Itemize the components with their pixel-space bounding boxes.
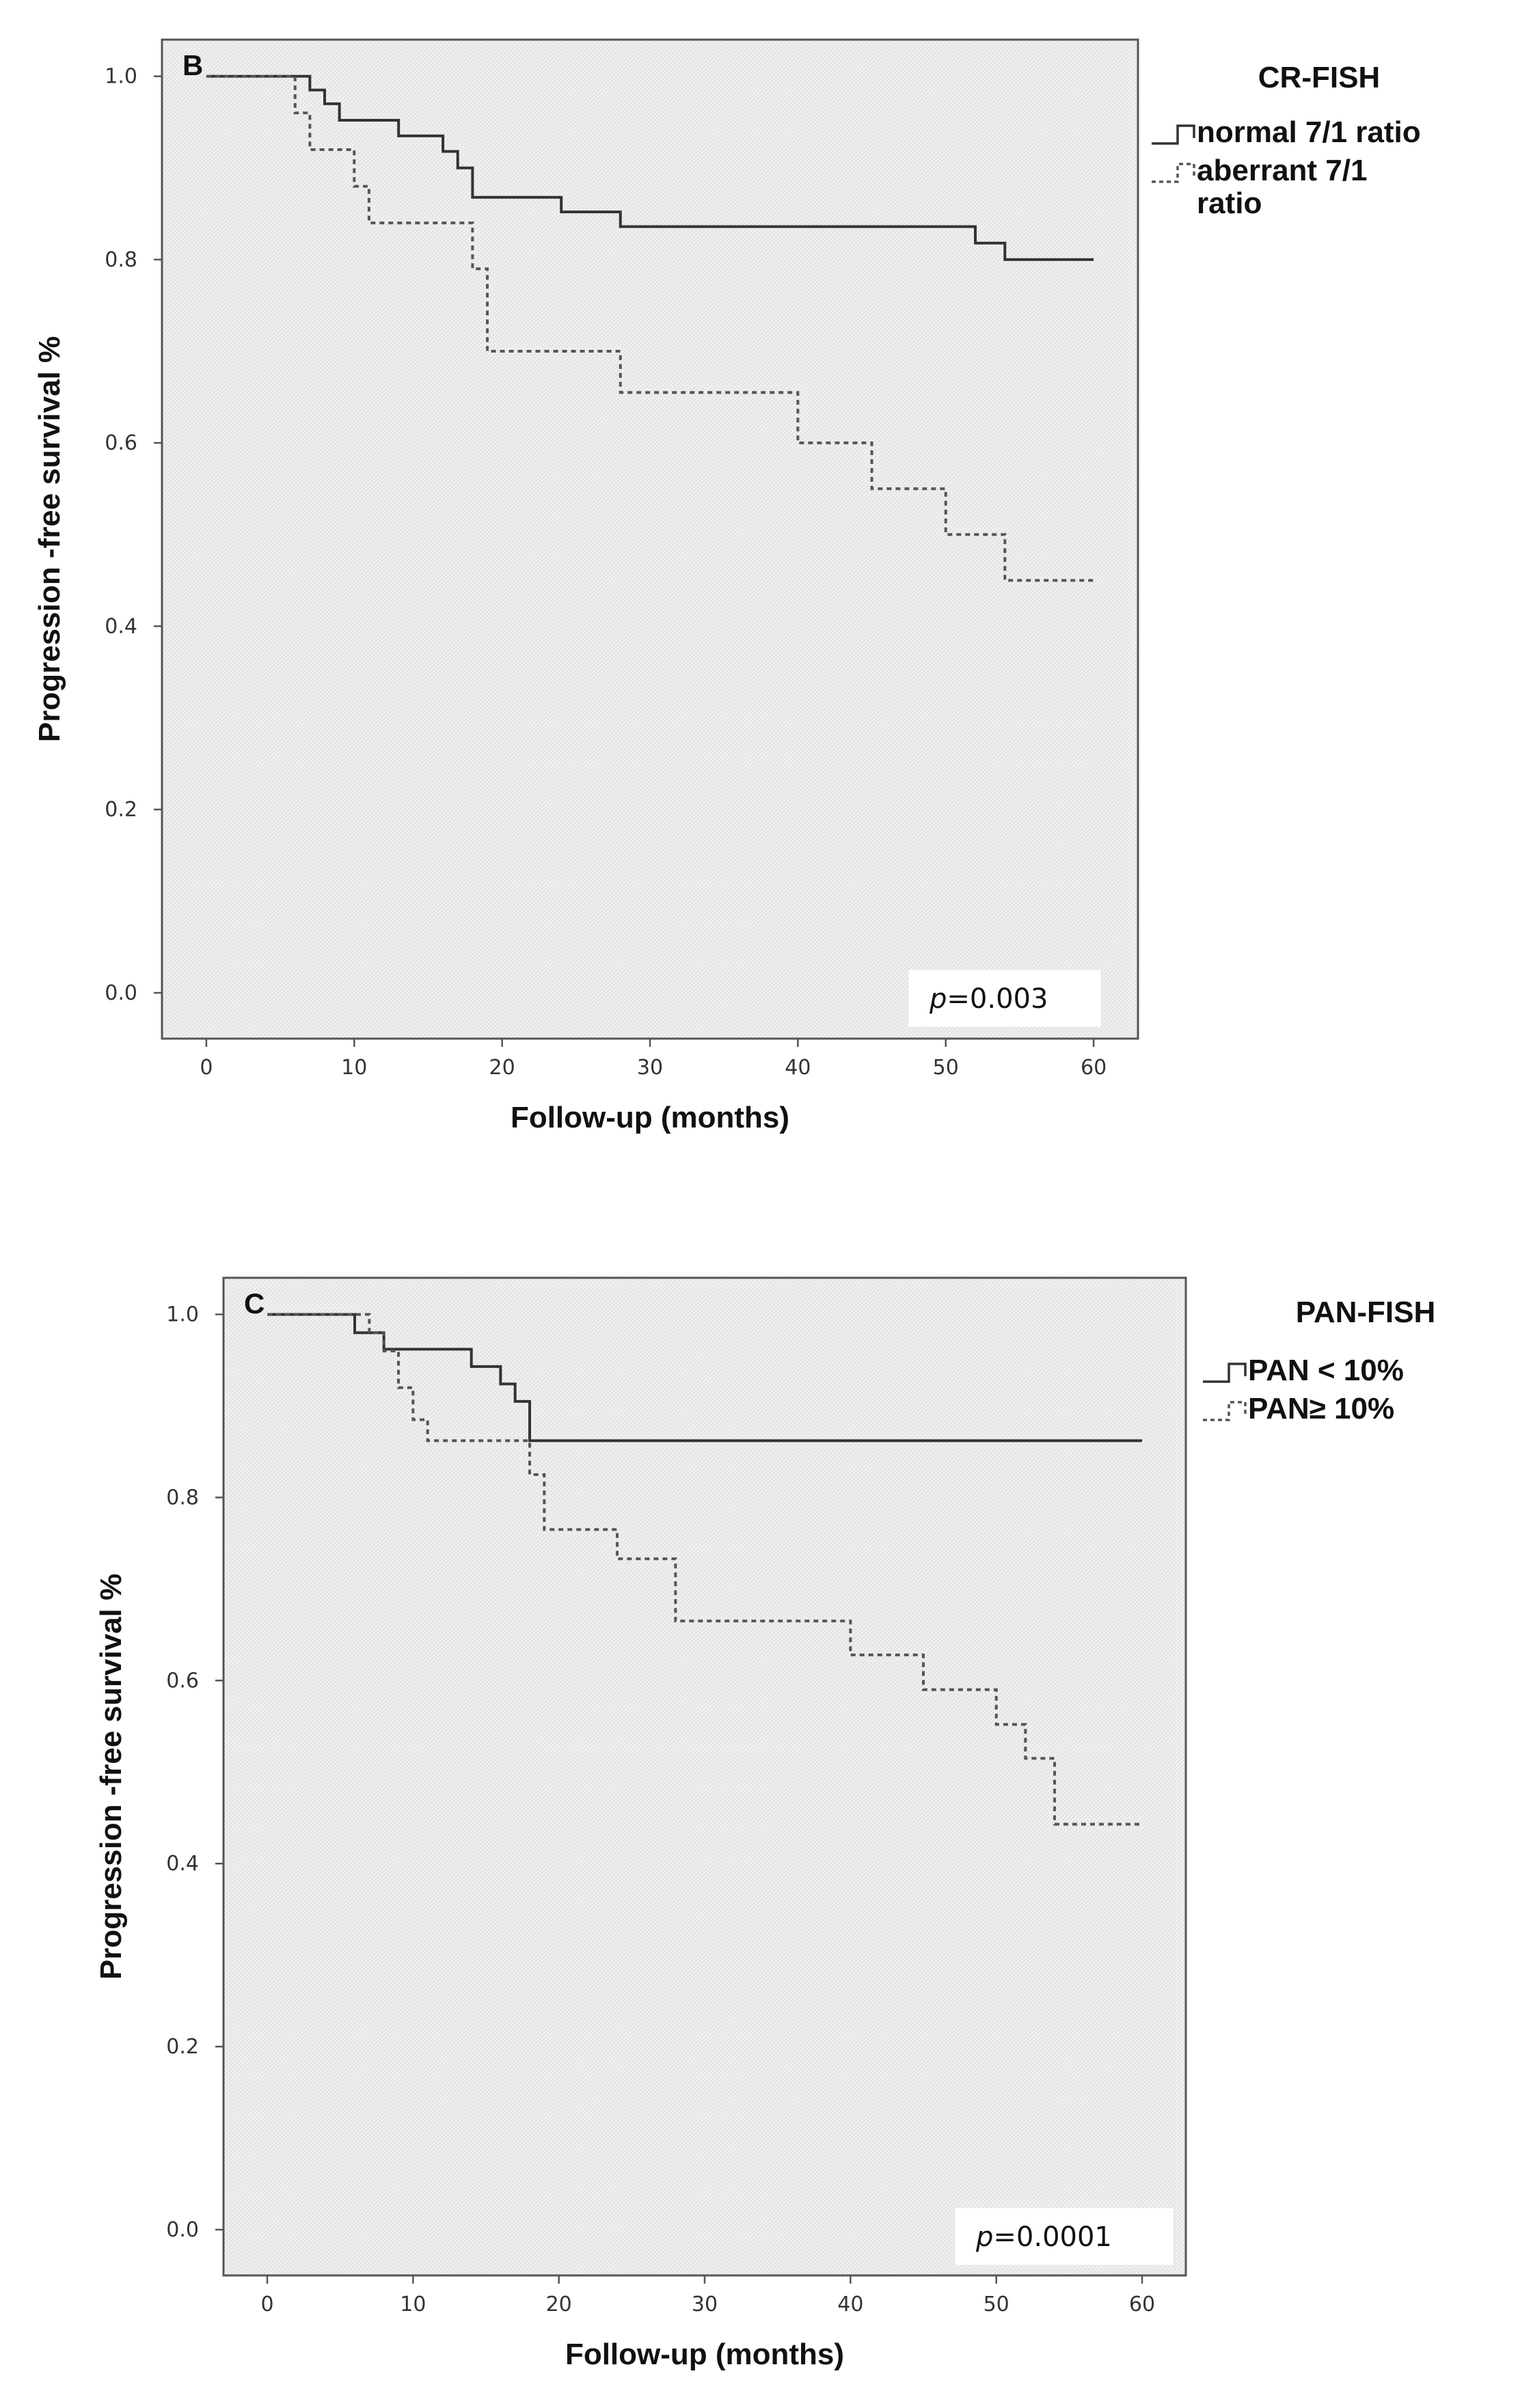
x-tick-label: 50 <box>984 2293 1009 2316</box>
plot-area <box>161 38 1139 1040</box>
x-axis-title: Follow-up (months) <box>511 1101 789 1134</box>
panel-letter: B <box>182 49 203 81</box>
x-tick-label: 60 <box>1081 1056 1107 1080</box>
x-tick-label: 40 <box>785 1056 811 1080</box>
p-value-label: p=0.0001 <box>975 2221 1112 2253</box>
x-tick-label: 20 <box>546 2293 572 2316</box>
plot-area <box>222 1276 1187 2277</box>
y-tick-label: 0.8 <box>166 1486 199 1509</box>
legend-label: ratio <box>1197 187 1262 220</box>
legend-label: aberrant 7/1 <box>1197 154 1367 187</box>
x-tick-label: 40 <box>837 2293 863 2316</box>
x-tick-label: 60 <box>1129 2293 1155 2316</box>
y-tick-label: 1.0 <box>166 1303 199 1327</box>
y-tick-label: 0.2 <box>105 798 137 822</box>
x-tick-label: 10 <box>341 1056 367 1080</box>
legend-label: PAN < 10% <box>1248 1354 1404 1387</box>
x-tick-label: 30 <box>637 1056 663 1080</box>
y-axis-title: Progression -free survival % <box>94 1574 128 1980</box>
p-value-box <box>908 970 1101 1027</box>
legend-title: CR-FISH <box>1258 61 1380 94</box>
y-tick-label: 0.4 <box>105 614 137 638</box>
legend-title: PAN-FISH <box>1296 1296 1436 1329</box>
legend-symbol <box>1152 163 1195 183</box>
x-tick-label: 20 <box>489 1056 515 1080</box>
y-tick-label: 0.2 <box>166 2035 199 2059</box>
y-tick-label: 1.0 <box>105 65 137 89</box>
legend-symbol <box>1203 1363 1247 1383</box>
x-tick-label: 0 <box>260 2293 273 2316</box>
y-tick-label: 0.6 <box>166 1669 199 1693</box>
y-tick-label: 0.4 <box>166 1852 199 1876</box>
chart-panel-c: 0.0 0.2 0.4 0.6 0.8 1.0 0 10 20 30 40 50 60 Follow-up… <box>94 1276 1436 2371</box>
chart-panel-b: 0.0 0.2 0.4 0.6 0.8 1.0 0 10 20 30 40 50 60 Follow-up… <box>33 38 1421 1134</box>
y-tick-label: 0.6 <box>105 431 137 455</box>
legend-label: PAN≥ 10% <box>1248 1392 1394 1425</box>
y-tick-label: 0.0 <box>166 2218 199 2242</box>
y-tick-label: 0.8 <box>105 248 137 272</box>
x-tick-label: 10 <box>400 2293 426 2316</box>
series-line-solid <box>267 1313 1142 1442</box>
x-tick-label: 0 <box>200 1056 213 1080</box>
x-tick-label: 50 <box>933 1056 959 1080</box>
y-axis-title: Progression -free survival % <box>33 336 66 742</box>
y-tick-label: 0.0 <box>105 981 137 1005</box>
panel-letter: C <box>244 1287 265 1319</box>
legend-symbol <box>1152 124 1195 145</box>
series-line-dashed <box>267 1313 1142 1826</box>
series-line-dashed <box>206 74 1094 582</box>
x-tick-label: 30 <box>692 2293 718 2316</box>
legend-symbol <box>1203 1401 1247 1421</box>
legend-label: normal 7/1 ratio <box>1197 115 1421 149</box>
series-line-solid <box>206 74 1094 261</box>
p-value-box <box>955 2208 1174 2265</box>
x-axis-title: Follow-up (months) <box>565 2338 844 2371</box>
p-value-label: p=0.003 <box>929 983 1048 1015</box>
